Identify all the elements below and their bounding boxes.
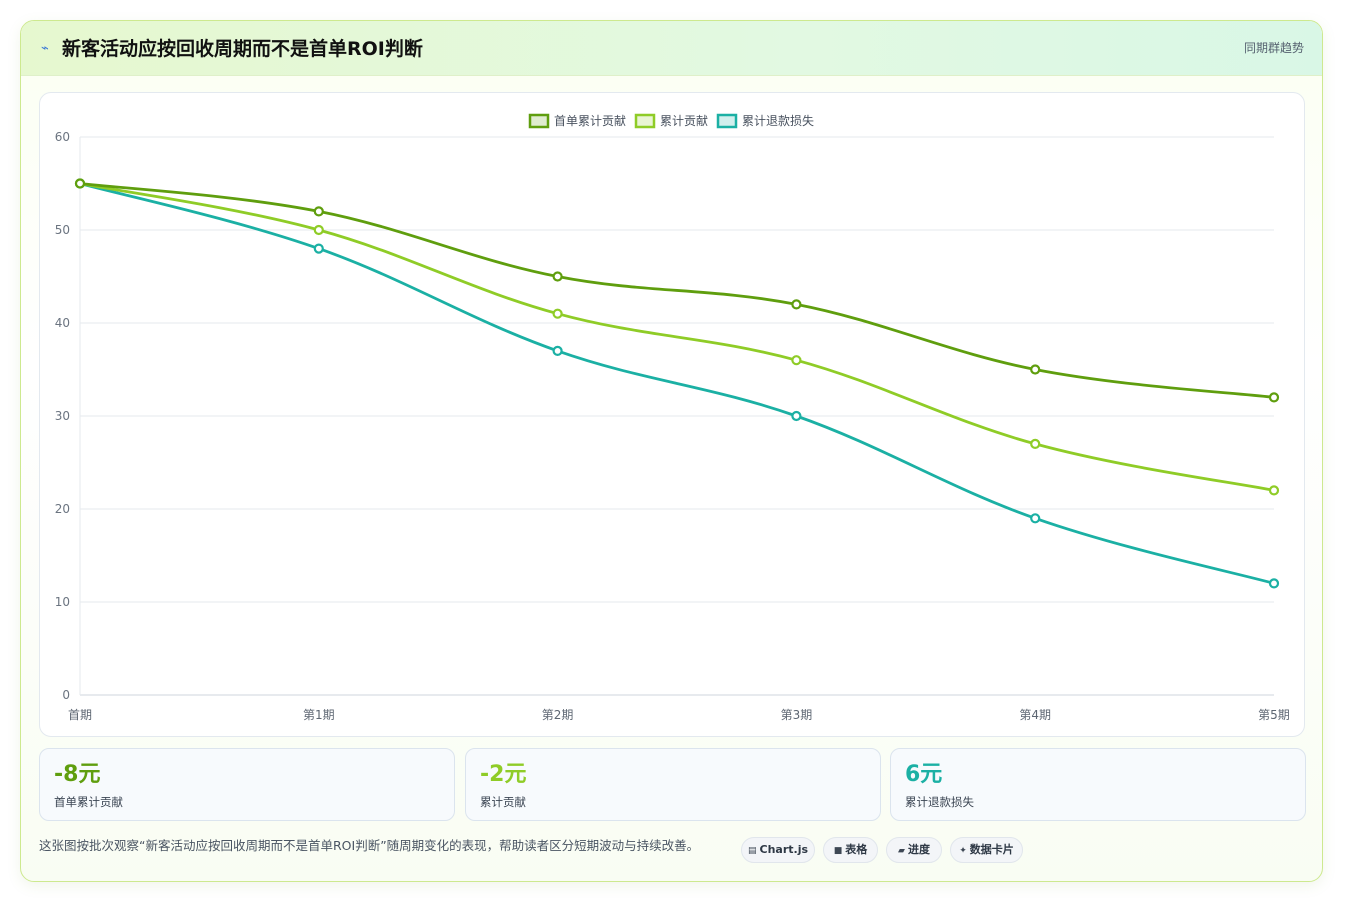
lightning-icon: ⌁ <box>41 41 49 56</box>
data-point <box>1268 578 1280 589</box>
chip-data-card[interactable]: ✦ 数据卡片 <box>950 837 1023 863</box>
x-tick-label: 第1期 <box>303 708 335 722</box>
series-line <box>78 182 1276 492</box>
footer-description: 这张图按批次观察“新客活动应按回收周期而不是首单ROI判断”随周期变化的表现，帮… <box>39 838 700 853</box>
data-point <box>552 345 563 356</box>
kpi-card-first-order: -8元 首单累计贡献 <box>39 748 455 821</box>
data-point <box>1268 392 1280 403</box>
chip-chartjs[interactable]: ▤ Chart.js <box>741 837 815 863</box>
data-point <box>1268 485 1280 496</box>
legend-label: 首单累计贡献 <box>554 113 626 128</box>
kpi-label: 累计贡献 <box>480 795 526 809</box>
x-tick-label: 第2期 <box>542 708 574 722</box>
x-tick-label: 第3期 <box>781 708 813 722</box>
y-tick-label: 30 <box>55 409 70 423</box>
kpi-value: 6元 <box>905 762 943 787</box>
y-tick-label: 10 <box>55 595 70 609</box>
y-tick-label: 50 <box>55 223 70 237</box>
data-point <box>1030 438 1041 449</box>
kpi-label: 首单累计贡献 <box>54 795 123 809</box>
data-point <box>1030 513 1041 524</box>
data-point <box>791 299 802 310</box>
y-tick-label: 20 <box>55 502 70 516</box>
series-line <box>78 182 1276 585</box>
kpi-card-cumulative: -2元 累计贡献 <box>465 748 881 821</box>
data-point <box>791 355 802 366</box>
data-point <box>313 243 324 254</box>
table-icon: ■ <box>833 846 843 856</box>
chip-progress[interactable]: ▰ 进度 <box>886 837 942 863</box>
card-header: ⌁ 新客活动应按回收周期而不是首单ROI判断 同期群趋势 <box>21 21 1322 76</box>
y-tick-label: 0 <box>62 688 70 702</box>
data-point <box>552 271 563 282</box>
data-point <box>552 308 563 319</box>
data-point <box>313 224 324 236</box>
y-tick-label: 40 <box>55 316 70 330</box>
chart-icon: ▤ <box>747 846 757 856</box>
chip-label: 表格 <box>845 843 868 856</box>
line-chart: 0 10 20 30 40 50 60 首期 第1期 第2期 第3期 第4期 第5期 首单累计贡献 累计贡献… <box>55 113 1290 722</box>
series-line <box>78 182 1276 399</box>
legend-label: 累计退款损失 <box>742 113 814 128</box>
x-tick-label: 第5期 <box>1258 708 1290 722</box>
chip-label: 进度 <box>907 843 930 856</box>
chip-table[interactable]: ■ 表格 <box>823 837 878 863</box>
legend-swatch <box>634 113 656 129</box>
kpi-card-refund: 6元 累计退款损失 <box>890 748 1306 821</box>
card-title: 新客活动应按回收周期而不是首单ROI判断 <box>62 38 423 60</box>
data-point <box>313 206 324 217</box>
data-point <box>1030 364 1041 375</box>
sparkle-icon: ✦ <box>959 846 967 856</box>
x-tick-label: 第4期 <box>1019 708 1051 722</box>
y-tick-label: 60 <box>55 130 70 144</box>
chart-card: ⌁ 新客活动应按回收周期而不是首单ROI判断 同期群趋势 0 10 20 30 40 50… <box>20 20 1323 882</box>
kpi-value: -2元 <box>480 762 527 787</box>
data-point <box>74 178 86 189</box>
data-point <box>791 410 802 422</box>
cohort-trend-link[interactable]: 同期群趋势 <box>1243 41 1304 55</box>
legend-swatch <box>716 113 738 129</box>
kpi-value: -8元 <box>54 762 101 787</box>
progress-icon: ▰ <box>898 846 905 856</box>
chart-panel: 0 10 20 30 40 50 60 首期 第1期 第2期 第3期 第4期 第5期 首单累计贡献 累计贡献… <box>39 92 1305 737</box>
legend-swatch <box>528 113 550 129</box>
legend-label: 累计贡献 <box>660 113 708 128</box>
x-tick-label: 首期 <box>68 708 92 722</box>
kpi-label: 累计退款损失 <box>905 795 974 809</box>
chip-label: Chart.js <box>759 843 809 856</box>
chip-label: 数据卡片 <box>969 843 1014 856</box>
